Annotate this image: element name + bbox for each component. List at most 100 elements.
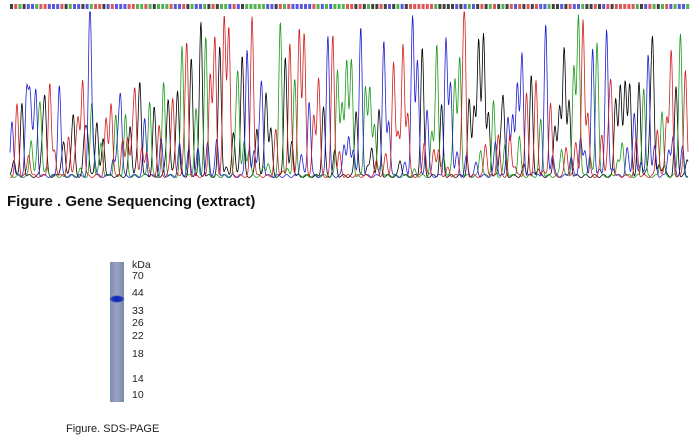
base-call [274,4,278,9]
base-call [665,4,669,9]
base-call [73,4,76,9]
base-call [136,4,139,9]
base-call [463,4,467,9]
base-call [501,4,505,9]
base-call [89,4,93,9]
base-call [43,4,47,9]
base-call [535,4,538,9]
base-call [509,4,513,9]
base-call [635,4,639,9]
base-call [493,4,496,9]
base-call [270,4,274,9]
chromatogram [9,4,690,178]
base-call [320,4,324,9]
base-call [572,4,576,9]
base-call [333,4,337,9]
base-call [480,4,484,9]
base-call [47,4,51,9]
trace [9,11,689,178]
base-call [39,4,43,9]
base-call [220,4,223,9]
base-call [178,4,181,9]
base-call [140,4,144,9]
base-call [236,4,240,9]
base-call [404,4,408,9]
base-call [161,4,165,9]
base-call [467,4,471,9]
base-call [14,4,18,9]
base-call [682,4,685,9]
marker-label: 22 [132,330,144,342]
base-call [514,4,517,9]
marker-label: 44 [132,287,144,299]
base-call [232,4,236,9]
base-call [627,4,631,9]
base-call [543,4,547,9]
base-call [661,4,664,9]
base-call [379,4,383,9]
base-call [341,4,345,9]
base-call [606,4,610,9]
base-call [484,4,488,9]
base-call [85,4,89,9]
base-call [224,4,228,9]
base-call [547,4,551,9]
base-call [686,4,690,9]
marker-label: 10 [132,389,144,401]
base-call [472,4,475,9]
base-call [564,4,568,9]
base-call [539,4,543,9]
base-call [400,4,404,9]
base-call [215,4,219,9]
base-call [190,4,194,9]
base-call [31,4,34,9]
base-call [329,4,333,9]
unit-label: kDa [132,259,151,271]
base-call [425,4,429,9]
base-call [337,4,341,9]
base-call [52,4,55,9]
base-call [228,4,232,9]
base-call [26,4,30,9]
base-call [245,4,249,9]
figure-caption: Figure. SDS-PAGE [66,423,159,435]
base-call [287,4,291,9]
base-call [585,4,589,9]
base-call [497,4,501,9]
base-call [577,4,580,9]
base-call [518,4,522,9]
base-call [455,4,459,9]
base-call [169,4,173,9]
marker-label: 14 [132,373,144,385]
gel-lane [110,262,124,402]
base-call [22,4,26,9]
base-call [383,4,387,9]
base-call [77,4,81,9]
base-call [581,4,585,9]
base-call [644,4,648,9]
protein-band [109,295,125,303]
base-call [35,4,39,9]
base-call [94,4,97,9]
base-call [560,4,564,9]
base-call [451,4,454,9]
base-call [148,4,152,9]
base-call [396,4,400,9]
base-call [304,4,307,9]
base-call [362,4,366,9]
base-call [388,4,391,9]
base-call [10,4,13,9]
base-call [442,4,446,9]
trace [9,14,689,178]
base-call [640,4,643,9]
base-call [102,4,106,9]
base-call [207,4,211,9]
base-call [211,4,215,9]
base-call [556,4,559,9]
base-call [127,4,131,9]
base-call [631,4,635,9]
base-call [371,4,375,9]
base-call [488,4,492,9]
